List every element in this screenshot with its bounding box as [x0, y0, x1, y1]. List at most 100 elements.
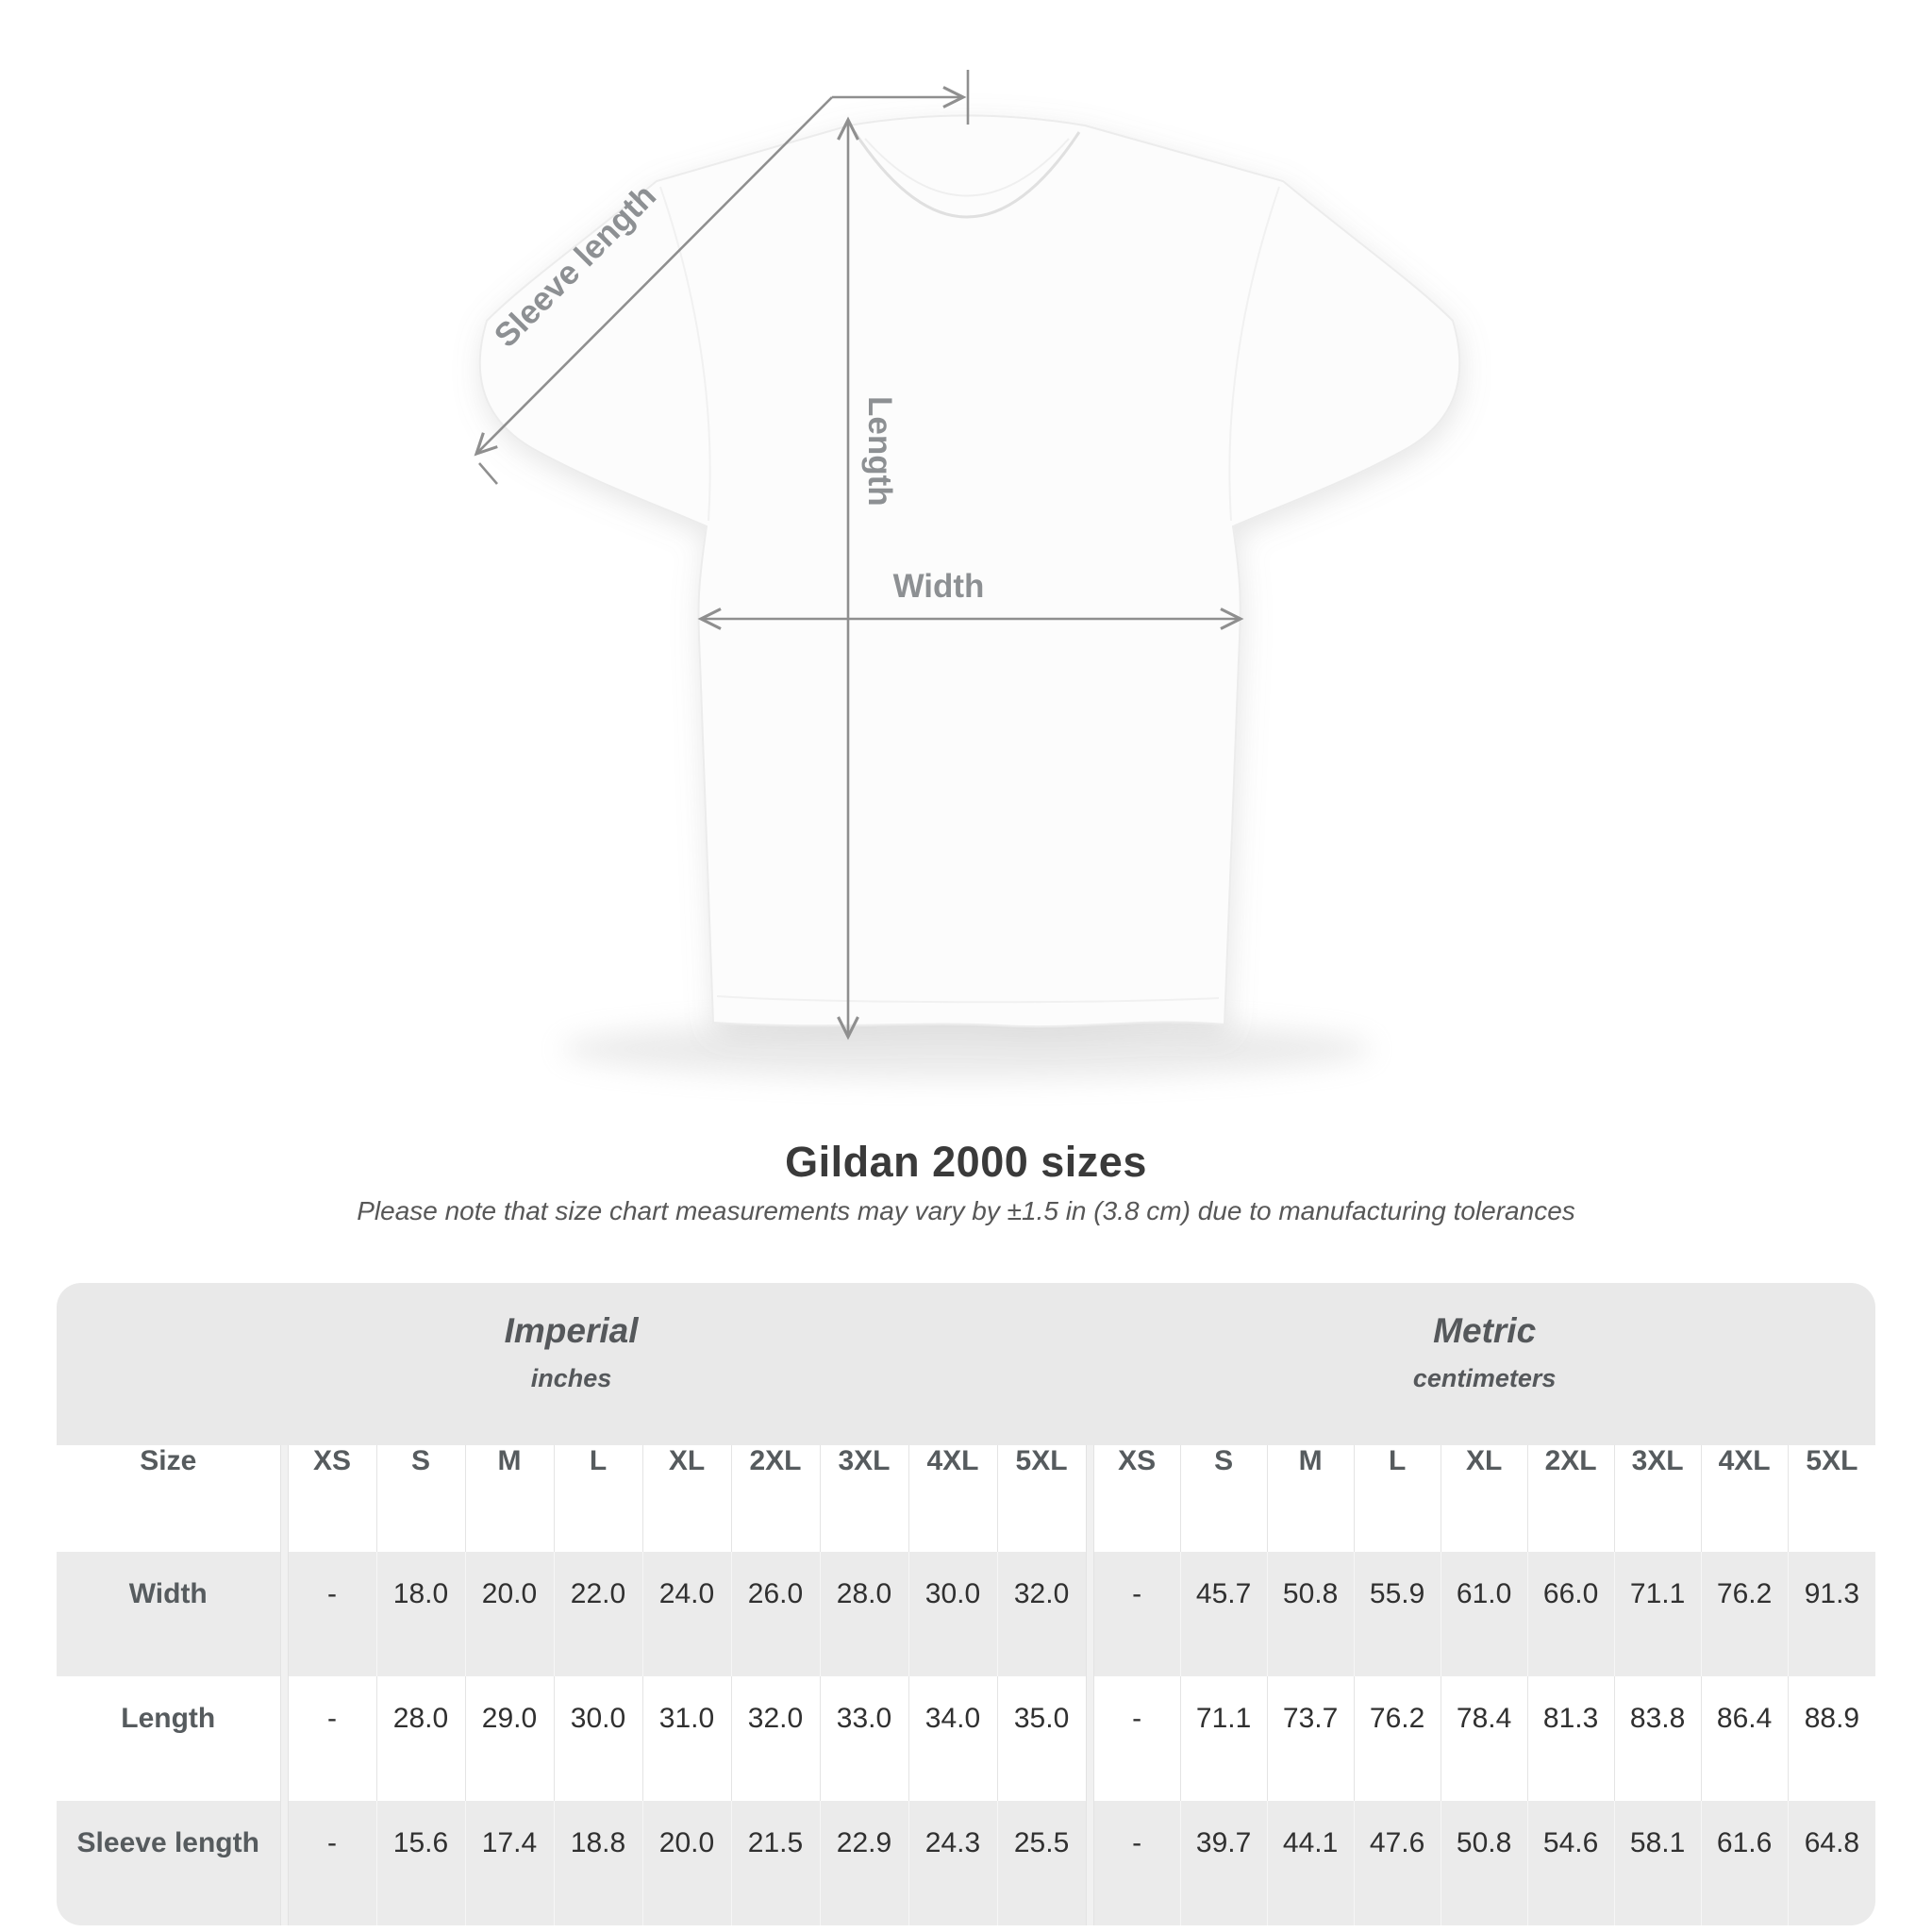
value-cell-metric: 61.0 — [1440, 1552, 1528, 1676]
column-divider — [1085, 1445, 1094, 1552]
value-cell-metric: 58.1 — [1613, 1801, 1702, 1925]
size-header-imperial-2xl: 2XL — [730, 1445, 820, 1552]
sleeve-length-diagonal-line — [474, 96, 833, 457]
width-label: Width — [893, 568, 985, 605]
table-row-length: Length -28.0 29.0 30.0 31.0 32.0 33.0 34.0 35.0-… — [57, 1676, 1875, 1801]
value-cell-imperial: 31.0 — [641, 1676, 731, 1801]
value-cell-imperial: - — [288, 1801, 376, 1925]
value-cell-metric: - — [1093, 1801, 1181, 1925]
value-cell-metric: 47.6 — [1353, 1801, 1441, 1925]
value-cell-imperial: 21.5 — [730, 1801, 820, 1925]
value-cell-metric: 64.8 — [1787, 1801, 1875, 1925]
size-header-imperial-4xl: 4XL — [908, 1445, 997, 1552]
value-cell-metric: 81.3 — [1526, 1676, 1615, 1801]
size-header-metric-l: L — [1353, 1445, 1441, 1552]
size-header-metric-xs: XS — [1093, 1445, 1181, 1552]
table-row-width: Width -18.0 20.0 22.0 24.0 26.0 28.0 30.0 32.0-4… — [57, 1552, 1875, 1676]
value-cell-metric: 78.4 — [1440, 1676, 1528, 1801]
value-cell-metric: 71.1 — [1179, 1676, 1268, 1801]
size-header-imperial-xs: XS — [288, 1445, 376, 1552]
size-header-metric-s: S — [1179, 1445, 1268, 1552]
value-cell-metric: 54.6 — [1526, 1801, 1615, 1925]
value-cell-metric: 71.1 — [1613, 1552, 1702, 1676]
value-cell-imperial: 20.0 — [464, 1552, 554, 1676]
tshirt-graphic — [478, 114, 1461, 1028]
value-cell-metric: 86.4 — [1700, 1676, 1789, 1801]
value-cell-imperial: 28.0 — [375, 1676, 465, 1801]
length-label: Length — [861, 396, 898, 507]
value-cell-metric: 45.7 — [1179, 1552, 1268, 1676]
value-cell-metric: 44.1 — [1266, 1801, 1355, 1925]
value-cell-imperial: 30.0 — [908, 1552, 997, 1676]
value-cell-imperial: 15.6 — [375, 1801, 465, 1925]
value-cell-metric: 76.2 — [1353, 1676, 1441, 1801]
value-cell-metric: 61.6 — [1700, 1801, 1789, 1925]
value-cell-imperial: - — [288, 1676, 376, 1801]
value-cell-imperial: 33.0 — [819, 1676, 908, 1801]
size-table-card: Imperial inches Metric centimeters Size XS S M L… — [57, 1283, 1875, 1925]
value-cell-metric: - — [1093, 1676, 1181, 1801]
size-header-metric-xl: XL — [1440, 1445, 1528, 1552]
size-header-metric-3xl: 3XL — [1613, 1445, 1702, 1552]
size-header-imperial-3xl: 3XL — [819, 1445, 908, 1552]
sleeve-length-end-tick — [478, 462, 498, 485]
left-sleeve-seam — [659, 186, 711, 522]
column-divider — [1085, 1801, 1094, 1925]
value-cell-metric: 73.7 — [1266, 1676, 1355, 1801]
size-column-header: Size — [57, 1445, 280, 1552]
value-cell-imperial: 24.0 — [641, 1552, 731, 1676]
value-cell-imperial: 25.5 — [996, 1801, 1087, 1925]
size-header-imperial-m: M — [464, 1445, 554, 1552]
value-cell-imperial: 18.0 — [375, 1552, 465, 1676]
size-header-imperial-xl: XL — [641, 1445, 731, 1552]
unit-group-header-metric: Metric centimeters — [1093, 1283, 1875, 1445]
value-cell-metric: 55.9 — [1353, 1552, 1441, 1676]
value-cell-metric: 88.9 — [1787, 1676, 1875, 1801]
column-divider — [279, 1676, 289, 1801]
value-cell-imperial: 34.0 — [908, 1676, 997, 1801]
column-divider — [1085, 1676, 1094, 1801]
collar-band — [853, 131, 1081, 219]
size-header-metric-4xl: 4XL — [1700, 1445, 1789, 1552]
value-cell-imperial: 24.3 — [908, 1801, 997, 1925]
unit-group-header-imperial: Imperial inches — [57, 1283, 1087, 1445]
value-cell-metric: 50.8 — [1440, 1801, 1528, 1925]
value-cell-metric: 76.2 — [1700, 1552, 1789, 1676]
value-cell-imperial: 26.0 — [730, 1552, 820, 1676]
value-cell-imperial: 30.0 — [553, 1676, 642, 1801]
unit-group-label: Imperial — [504, 1311, 639, 1350]
value-cell-metric: 83.8 — [1613, 1676, 1702, 1801]
collar-stitch — [864, 138, 1070, 197]
tolerance-note: Please note that size chart measurements… — [357, 1196, 1575, 1225]
value-cell-imperial: 22.0 — [553, 1552, 642, 1676]
value-cell-metric: 66.0 — [1526, 1552, 1615, 1676]
size-header-imperial-l: L — [553, 1445, 642, 1552]
value-cell-imperial: 20.0 — [641, 1801, 731, 1925]
value-cell-imperial: 22.9 — [819, 1801, 908, 1925]
unit-group-sublabel: centimeters — [1412, 1364, 1557, 1392]
value-cell-metric: - — [1093, 1552, 1181, 1676]
value-cell-imperial: 18.8 — [553, 1801, 642, 1925]
column-divider — [279, 1552, 289, 1676]
shirt-floor-shadow — [561, 1019, 1373, 1079]
column-divider — [279, 1445, 289, 1552]
value-cell-metric: 91.3 — [1787, 1552, 1875, 1676]
size-table: Imperial inches Metric centimeters Size XS S M L… — [57, 1283, 1875, 1925]
tshirt-diagram: Sleeve length Length Width — [474, 70, 1461, 1079]
unit-group-label: Metric — [1433, 1311, 1537, 1350]
hem-stitch — [716, 995, 1220, 1004]
unit-group-sublabel: inches — [530, 1364, 612, 1392]
value-cell-metric: 50.8 — [1266, 1552, 1355, 1676]
size-header-imperial-s: S — [375, 1445, 465, 1552]
column-divider — [279, 1801, 289, 1925]
page-title: Gildan 2000 sizes — [785, 1138, 1147, 1186]
value-cell-imperial: 17.4 — [464, 1801, 554, 1925]
column-divider — [1085, 1552, 1094, 1676]
value-cell-imperial: 32.0 — [996, 1552, 1087, 1676]
table-row-sleeve-length: Sleeve length -15.6 17.4 18.8 20.0 21.5 22.9 24… — [57, 1801, 1875, 1925]
row-label: Length — [57, 1676, 280, 1801]
value-cell-imperial: - — [288, 1552, 376, 1676]
size-header-metric-5xl: 5XL — [1787, 1445, 1875, 1552]
right-sleeve-seam — [1228, 186, 1280, 522]
size-header-imperial-5xl: 5XL — [996, 1445, 1087, 1552]
